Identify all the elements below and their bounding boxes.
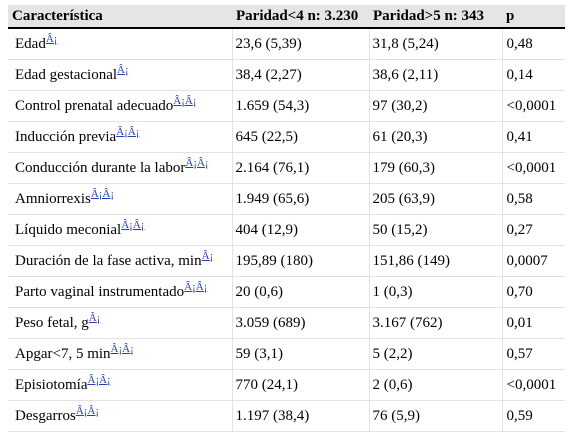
row-label: Apgar<7, 5 min bbox=[15, 345, 111, 362]
row-label-cell: Parto vaginal instrumentadoÂ¡Â¡ bbox=[8, 276, 232, 308]
paridad-menor-4-value: 1.659 (54,3) bbox=[231, 90, 369, 122]
table-body: EdadÂ¡ 23,6 (5,39) 31,8 (5,24) 0,48 Edad ges… bbox=[8, 28, 565, 432]
row-label-cell: EpisiotomíaÂ¡Â¡ bbox=[8, 369, 232, 401]
paridad-menor-4-value: 404 (12,9) bbox=[231, 214, 369, 246]
row-label-cell: Apgar<7, 5 minÂ¡Â¡ bbox=[8, 338, 232, 370]
p-value: <0,0001 bbox=[501, 152, 565, 184]
row-label: Conducción durante la labor bbox=[15, 159, 186, 176]
paridad-mayor-5-value: 179 (60,3) bbox=[368, 152, 502, 184]
table-row: EdadÂ¡ 23,6 (5,39) 31,8 (5,24) 0,48 bbox=[8, 28, 565, 60]
row-label: Duración de la fase activa, min bbox=[15, 252, 202, 269]
row-label: Control prenatal adecuado bbox=[15, 97, 174, 114]
table-row: Líquido meconialÂ¡Â¡ 404 (12,9) 50 (15,2) 0… bbox=[8, 214, 565, 246]
paridad-menor-4-value: 20 (0,6) bbox=[231, 276, 369, 308]
p-value: 0,59 bbox=[501, 400, 565, 432]
row-label: Peso fetal, g bbox=[15, 314, 89, 331]
paridad-mayor-5-value: 61 (20,3) bbox=[368, 121, 502, 153]
row-label-cell: DesgarrosÂ¡Â¡ bbox=[8, 400, 232, 432]
header-paridad-mayor-5: Paridad>5 n: 343 bbox=[369, 5, 502, 29]
footnote-link[interactable]: Â¡Â¡ bbox=[121, 218, 145, 231]
table-row: Duración de la fase activa, minÂ¡ 195,89 … bbox=[8, 245, 565, 277]
row-label: Edad bbox=[15, 35, 46, 52]
paridad-mayor-5-value: 5 (2,2) bbox=[368, 338, 502, 370]
footnote-link[interactable]: Â¡ bbox=[45, 32, 58, 45]
row-label: Edad gestacional bbox=[15, 66, 118, 83]
paridad-mayor-5-value: 31,8 (5,24) bbox=[368, 28, 502, 60]
paridad-menor-4-value: 1.197 (38,4) bbox=[231, 400, 369, 432]
paridad-menor-4-value: 645 (22,5) bbox=[231, 121, 369, 153]
row-label-cell: Control prenatal adecuadoÂ¡Â¡ bbox=[8, 90, 232, 122]
paridad-menor-4-value: 770 (24,1) bbox=[231, 369, 369, 401]
paridad-mayor-5-value: 50 (15,2) bbox=[368, 214, 502, 246]
paridad-mayor-5-value: 3.167 (762) bbox=[368, 307, 502, 339]
p-value: 0,27 bbox=[501, 214, 565, 246]
paridad-menor-4-value: 2.164 (76,1) bbox=[231, 152, 369, 184]
table-row: Parto vaginal instrumentadoÂ¡Â¡ 20 (0,6) 1… bbox=[8, 276, 565, 308]
p-value: 0,0007 bbox=[501, 245, 565, 277]
footnote-link[interactable]: Â¡Â¡ bbox=[173, 94, 197, 107]
paridad-menor-4-value: 195,89 (180) bbox=[231, 245, 369, 277]
footnote-link[interactable]: Â¡ bbox=[201, 249, 214, 262]
paridad-mayor-5-value: 38,6 (2,11) bbox=[368, 59, 502, 91]
footnote-link[interactable]: Â¡Â¡ bbox=[116, 125, 140, 138]
row-label: Líquido meconial bbox=[15, 221, 122, 238]
header-p-value: p bbox=[502, 5, 565, 29]
paridad-mayor-5-value: 97 (30,2) bbox=[368, 90, 502, 122]
table-row: EpisiotomíaÂ¡Â¡ 770 (24,1) 2 (0,6) <0,0001 bbox=[8, 369, 565, 401]
header-paridad-menor-4: Paridad<4 n: 3.230 bbox=[232, 5, 369, 29]
paridad-menor-4-value: 38,4 (2,27) bbox=[231, 59, 369, 91]
row-label: Episiotomía bbox=[15, 376, 88, 393]
row-label: Desgarros bbox=[15, 407, 76, 424]
table-row: AmniorrexisÂ¡Â¡ 1.949 (65,6) 205 (63,9) 0,5… bbox=[8, 183, 565, 215]
footnote-link[interactable]: Â¡Â¡ bbox=[110, 342, 134, 355]
paridad-menor-4-value: 3.059 (689) bbox=[231, 307, 369, 339]
p-value: 0,58 bbox=[501, 183, 565, 215]
p-value: <0,0001 bbox=[501, 369, 565, 401]
paridad-menor-4-value: 23,6 (5,39) bbox=[231, 28, 369, 60]
p-value: 0,01 bbox=[501, 307, 565, 339]
row-label-cell: Conducción durante la laborÂ¡Â¡ bbox=[8, 152, 232, 184]
footnote-link[interactable]: Â¡ bbox=[88, 311, 101, 324]
row-label: Inducción previa bbox=[15, 128, 117, 145]
row-label-cell: AmniorrexisÂ¡Â¡ bbox=[8, 183, 232, 215]
footnote-link[interactable]: Â¡Â¡ bbox=[185, 156, 209, 169]
p-value: <0,0001 bbox=[501, 90, 565, 122]
table-row: Conducción durante la laborÂ¡Â¡ 2.164 (76… bbox=[8, 152, 565, 184]
row-label-cell: EdadÂ¡ bbox=[8, 28, 232, 60]
row-label: Amniorrexis bbox=[15, 190, 91, 207]
footnote-link[interactable]: Â¡Â¡ bbox=[87, 373, 111, 386]
table-header-row: Característica Paridad<4 n: 3.230 Parida… bbox=[8, 5, 565, 29]
p-value: 0,70 bbox=[501, 276, 565, 308]
table-row: DesgarrosÂ¡Â¡ 1.197 (38,4) 76 (5,9) 0,59 bbox=[8, 400, 565, 432]
paridad-mayor-5-value: 76 (5,9) bbox=[368, 400, 502, 432]
p-value: 0,57 bbox=[501, 338, 565, 370]
table-row: Peso fetal, gÂ¡ 3.059 (689) 3.167 (762) 0,0… bbox=[8, 307, 565, 339]
paridad-mayor-5-value: 1 (0,3) bbox=[368, 276, 502, 308]
paridad-menor-4-value: 59 (3,1) bbox=[231, 338, 369, 370]
header-caracteristica: Característica bbox=[8, 5, 232, 29]
table-row: Inducción previaÂ¡Â¡ 645 (22,5) 61 (20,3) 0… bbox=[8, 121, 565, 153]
p-value: 0,41 bbox=[501, 121, 565, 153]
footnote-link[interactable]: Â¡Â¡ bbox=[75, 404, 100, 417]
footnote-link[interactable]: Â¡Â¡ bbox=[184, 280, 208, 293]
row-label-cell: Inducción previaÂ¡Â¡ bbox=[8, 121, 232, 153]
p-value: 0,48 bbox=[501, 28, 565, 60]
row-label-cell: Peso fetal, gÂ¡ bbox=[8, 307, 232, 339]
paridad-mayor-5-value: 205 (63,9) bbox=[368, 183, 502, 215]
paridad-mayor-5-value: 2 (0,6) bbox=[368, 369, 502, 401]
footnote-link[interactable]: Â¡Â¡ bbox=[90, 187, 115, 200]
row-label-cell: Duración de la fase activa, minÂ¡ bbox=[8, 245, 232, 277]
paridad-mayor-5-value: 151,86 (149) bbox=[368, 245, 502, 277]
table-row: Apgar<7, 5 minÂ¡Â¡ 59 (3,1) 5 (2,2) 0,57 bbox=[8, 338, 565, 370]
paridad-menor-4-value: 1.949 (65,6) bbox=[231, 183, 369, 215]
row-label-cell: Líquido meconialÂ¡Â¡ bbox=[8, 214, 232, 246]
row-label-cell: Edad gestacionalÂ¡ bbox=[8, 59, 232, 91]
table-row: Edad gestacionalÂ¡ 38,4 (2,27) 38,6 (2,11)… bbox=[8, 59, 565, 91]
row-label: Parto vaginal instrumentado bbox=[15, 283, 185, 300]
p-value: 0,14 bbox=[501, 59, 565, 91]
footnote-link[interactable]: Â¡ bbox=[117, 63, 129, 76]
table-row: Control prenatal adecuadoÂ¡Â¡ 1.659 (54,3… bbox=[8, 90, 565, 122]
characteristics-table: Característica Paridad<4 n: 3.230 Parida… bbox=[8, 5, 565, 432]
